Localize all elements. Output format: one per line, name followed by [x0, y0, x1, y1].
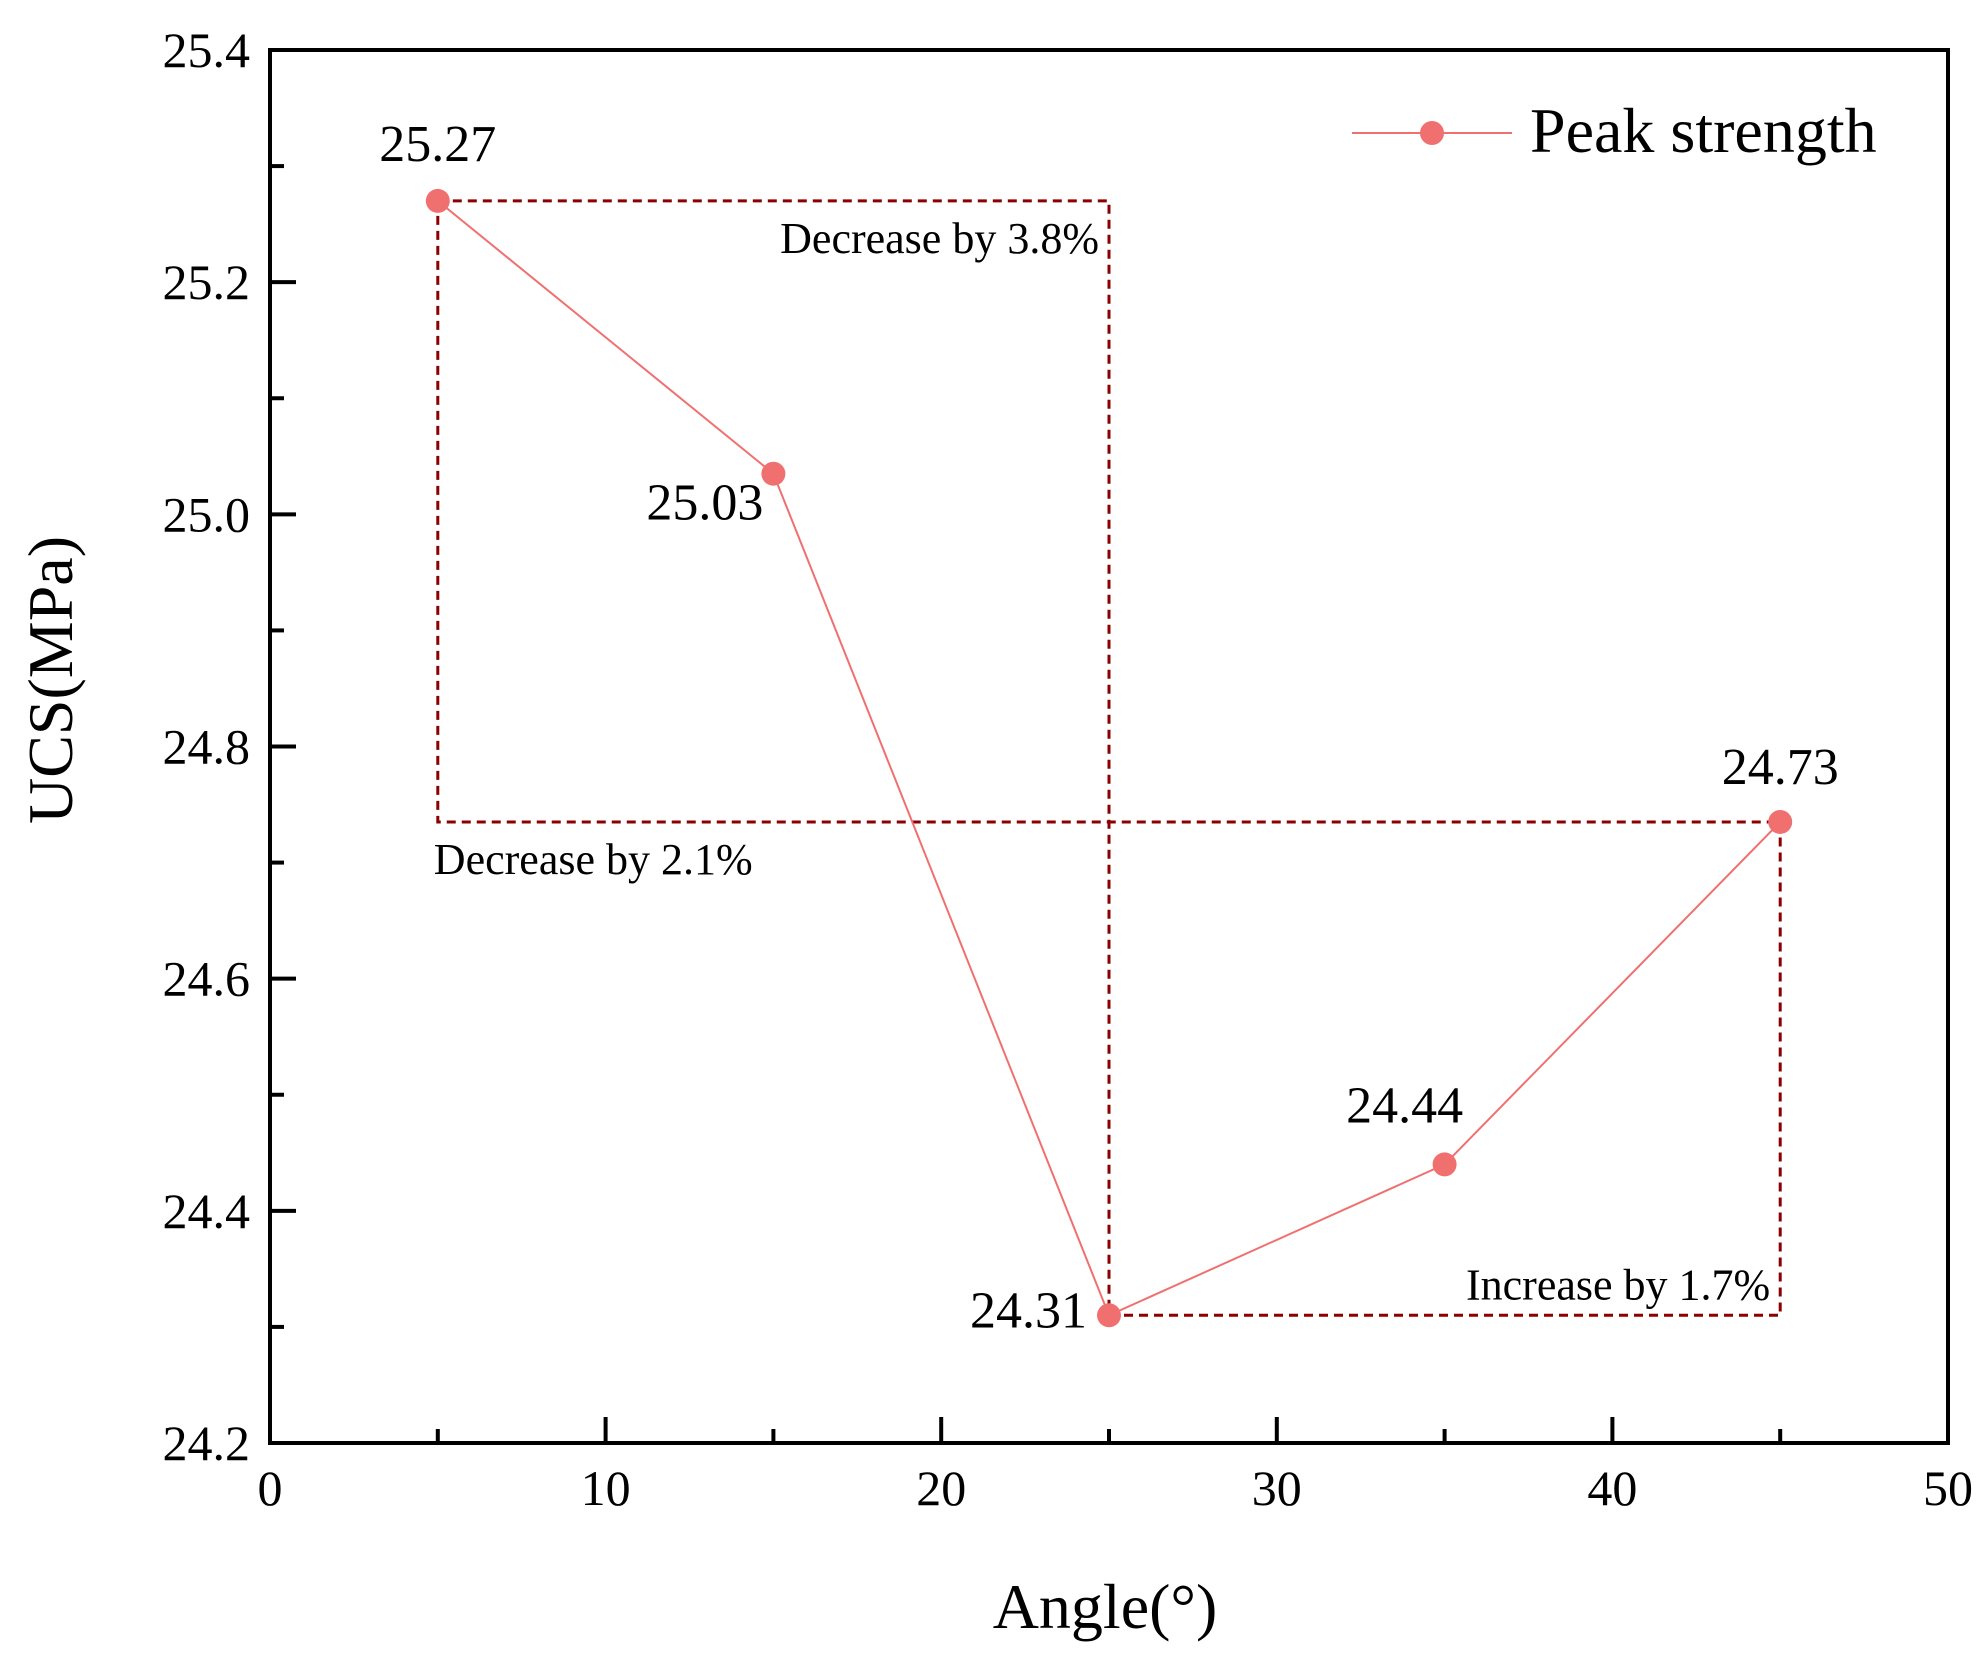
- y-tick-label: 25.4: [163, 22, 251, 78]
- annotation-label: Decrease by 2.1%: [434, 835, 753, 884]
- y-tick-label: 25.2: [163, 254, 251, 310]
- y-tick-label: 24.8: [163, 719, 251, 775]
- annotation-label: Decrease by 3.8%: [780, 214, 1099, 263]
- x-tick-label: 20: [916, 1460, 966, 1516]
- x-tick-label: 50: [1923, 1460, 1973, 1516]
- y-tick-label: 24.6: [163, 951, 251, 1007]
- data-point: [1768, 809, 1793, 834]
- annotation-guide-arrow: [437, 199, 1114, 1317]
- legend-marker-swatch: [1420, 121, 1444, 145]
- data-label: 25.03: [646, 475, 763, 532]
- x-tick-label: 30: [1252, 1460, 1302, 1516]
- series-line: [437, 200, 1781, 1317]
- data-label: 24.31: [970, 1282, 1087, 1339]
- y-tick-label: 24.2: [163, 1415, 251, 1471]
- x-tick-label: 40: [1587, 1460, 1637, 1516]
- data-point: [761, 461, 786, 486]
- x-tick-label: 10: [581, 1460, 631, 1516]
- data-label: 24.73: [1722, 739, 1839, 796]
- legend-label: Peak strength: [1530, 95, 1877, 166]
- data-label: 24.44: [1346, 1077, 1463, 1134]
- data-point: [425, 188, 450, 213]
- annotation-guide-arrow: [436, 200, 1782, 827]
- data-point: [1097, 1303, 1121, 1328]
- y-axis-title: UCS(MPa): [15, 536, 86, 824]
- annotation-label: Increase by 1.7%: [1466, 1260, 1770, 1309]
- y-tick-label: 25.0: [163, 486, 251, 542]
- data-point: [1432, 1152, 1457, 1177]
- data-label: 25.27: [379, 116, 496, 173]
- x-tick-label: 0: [258, 1460, 283, 1516]
- legend: Peak strength: [1352, 95, 1877, 166]
- x-axis-title: Angle(°): [993, 1571, 1218, 1642]
- annotation-guide-arrow: [1109, 820, 1786, 1317]
- y-tick-label: 24.4: [163, 1183, 251, 1239]
